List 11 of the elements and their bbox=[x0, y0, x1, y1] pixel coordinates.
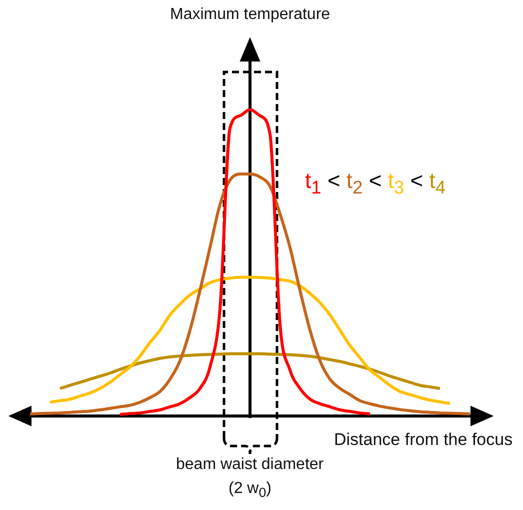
text: Maximum temperature bbox=[170, 6, 330, 24]
x-axis-title: Distance from the focus bbox=[334, 430, 513, 450]
text: (2 w$_{0}$) bbox=[228, 480, 272, 500]
text: < bbox=[410, 168, 424, 193]
text: t$_{4}$ bbox=[429, 168, 446, 198]
text: < bbox=[368, 168, 382, 193]
series-label: t$_{1}$ bbox=[305, 168, 322, 198]
annotation: < bbox=[327, 168, 340, 193]
text: t$_{3}$ bbox=[388, 168, 404, 198]
text: t$_{2}$ bbox=[346, 168, 363, 198]
text: beam waist diameter bbox=[176, 456, 324, 474]
